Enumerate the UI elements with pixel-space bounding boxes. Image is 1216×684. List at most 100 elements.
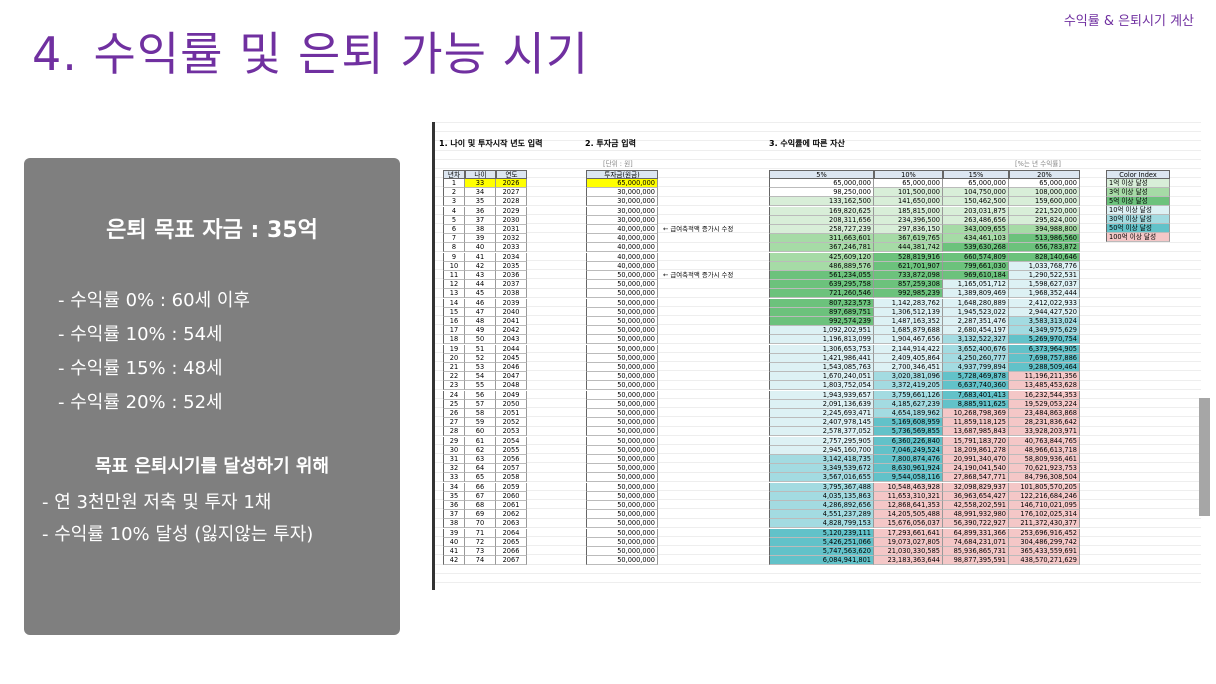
cell: 7,683,401,413 bbox=[943, 390, 1009, 400]
cell: 295,824,000 bbox=[1009, 215, 1080, 225]
cell: 67 bbox=[465, 491, 496, 501]
cell: 2,945,160,700 bbox=[769, 445, 874, 455]
cell: 2,680,454,197 bbox=[943, 326, 1009, 336]
cell: 7,046,249,524 bbox=[874, 445, 943, 455]
cell: 297,836,150 bbox=[874, 225, 943, 234]
cell: 51 bbox=[465, 344, 496, 354]
cell: 5,747,563,620 bbox=[769, 547, 874, 556]
cell: 3,567,016,655 bbox=[769, 473, 874, 483]
cell: 434,461,103 bbox=[943, 234, 1009, 244]
cell: 9 bbox=[443, 252, 465, 262]
cell: 11,653,310,321 bbox=[874, 491, 943, 501]
cell: 50,000,000 bbox=[586, 445, 658, 455]
cell: 133,162,500 bbox=[769, 197, 874, 207]
cell: 108,000,000 bbox=[1009, 188, 1080, 198]
cell: 4,654,189,962 bbox=[874, 409, 943, 418]
grid-line bbox=[435, 168, 1201, 169]
cell: 50 bbox=[465, 335, 496, 345]
cell: 56,390,722,927 bbox=[943, 519, 1009, 529]
cell: 24 bbox=[443, 390, 465, 400]
cell: 2031 bbox=[496, 225, 527, 234]
rate-note: [%는 년 수익률] bbox=[1015, 160, 1061, 168]
cell: 50,000,000 bbox=[586, 528, 658, 538]
cell: 2064 bbox=[496, 528, 527, 538]
cell: 50,000,000 bbox=[586, 307, 658, 317]
cell: 807,323,573 bbox=[769, 298, 874, 308]
cell: 9,544,058,116 bbox=[874, 473, 943, 483]
cell: 26 bbox=[443, 409, 465, 418]
cell: 101,805,570,205 bbox=[1009, 482, 1080, 492]
cell: 64,899,331,366 bbox=[943, 528, 1009, 538]
cell: 50,000,000 bbox=[586, 519, 658, 529]
cell: 343,009,655 bbox=[943, 225, 1009, 234]
cell: 54 bbox=[465, 372, 496, 382]
cell: 50,000,000 bbox=[586, 372, 658, 382]
cell: 14,205,505,488 bbox=[874, 510, 943, 520]
cell: 992,574,239 bbox=[769, 317, 874, 326]
cell: 2049 bbox=[496, 390, 527, 400]
cell: 40,000,000 bbox=[586, 252, 658, 262]
cell: 29 bbox=[443, 436, 465, 446]
cell: 4,349,975,629 bbox=[1009, 326, 1080, 336]
cell: 1,165,051,712 bbox=[943, 280, 1009, 290]
cell: 7 bbox=[443, 234, 465, 244]
cell: 221,520,000 bbox=[1009, 206, 1080, 216]
cell: 6 bbox=[443, 225, 465, 234]
cell: 253,696,916,452 bbox=[1009, 528, 1080, 538]
grid-line bbox=[435, 158, 1201, 160]
cell: 35 bbox=[443, 491, 465, 501]
column-header: 나이 bbox=[465, 170, 496, 179]
cell: 159,600,000 bbox=[1009, 197, 1080, 207]
cell: 40,763,844,765 bbox=[1009, 436, 1080, 446]
cell: 48,991,932,980 bbox=[943, 510, 1009, 520]
cell: 639,295,758 bbox=[769, 280, 874, 290]
cell: 50,000,000 bbox=[586, 501, 658, 510]
cell: 36 bbox=[443, 501, 465, 510]
cell: 15 bbox=[443, 307, 465, 317]
cell: 85,936,865,731 bbox=[943, 547, 1009, 556]
cell: 367,246,781 bbox=[769, 243, 874, 253]
cell: 65,000,000 bbox=[769, 179, 874, 188]
cell: 6,373,964,905 bbox=[1009, 344, 1080, 354]
cell: 263,486,656 bbox=[943, 215, 1009, 225]
cell: 27,868,547,771 bbox=[943, 473, 1009, 483]
cell: 9,288,509,464 bbox=[1009, 363, 1080, 372]
cell: 84,796,308,504 bbox=[1009, 473, 1080, 483]
column-header: 5% bbox=[769, 170, 874, 179]
cell: 70 bbox=[465, 519, 496, 529]
cell: 258,727,239 bbox=[769, 225, 874, 234]
cell: 64 bbox=[465, 464, 496, 474]
cell: 6,637,740,360 bbox=[943, 381, 1009, 391]
cell: 1,670,240,051 bbox=[769, 372, 874, 382]
cell: 22 bbox=[443, 372, 465, 382]
cell: 55 bbox=[465, 381, 496, 391]
section-title: 3. 수익률에 따른 자산 bbox=[769, 139, 845, 148]
color-index-item: 100억 이상 달성 bbox=[1106, 233, 1170, 242]
cell: 46 bbox=[465, 298, 496, 308]
cell: 69 bbox=[465, 510, 496, 520]
cell: 660,574,809 bbox=[943, 252, 1009, 262]
column-header: 투자금(원금) bbox=[586, 170, 658, 179]
column-header: 연도 bbox=[496, 170, 527, 179]
cell: 2050 bbox=[496, 399, 527, 409]
cell: 48,966,613,718 bbox=[1009, 445, 1080, 455]
cell: 50,000,000 bbox=[586, 335, 658, 345]
cell: 621,701,907 bbox=[874, 261, 943, 271]
cell: 444,381,742 bbox=[874, 243, 943, 253]
cell: 438,570,271,629 bbox=[1009, 556, 1080, 566]
cell: 1,943,939,657 bbox=[769, 390, 874, 400]
cell: 74,684,231,071 bbox=[943, 537, 1009, 547]
cell: 897,689,751 bbox=[769, 307, 874, 317]
cell: 1,196,813,099 bbox=[769, 335, 874, 345]
grid-line bbox=[435, 122, 1201, 123]
cell: 58,809,936,461 bbox=[1009, 455, 1080, 464]
cell: 40 bbox=[465, 243, 496, 253]
cell: 2033 bbox=[496, 243, 527, 253]
cell: 34 bbox=[443, 482, 465, 492]
cell: 17 bbox=[443, 326, 465, 336]
cell: 50,000,000 bbox=[586, 280, 658, 290]
color-index-item: 3억 이상 달성 bbox=[1106, 188, 1170, 197]
cell: 2058 bbox=[496, 473, 527, 483]
cell: 73 bbox=[465, 547, 496, 556]
cell: 733,872,098 bbox=[874, 271, 943, 280]
